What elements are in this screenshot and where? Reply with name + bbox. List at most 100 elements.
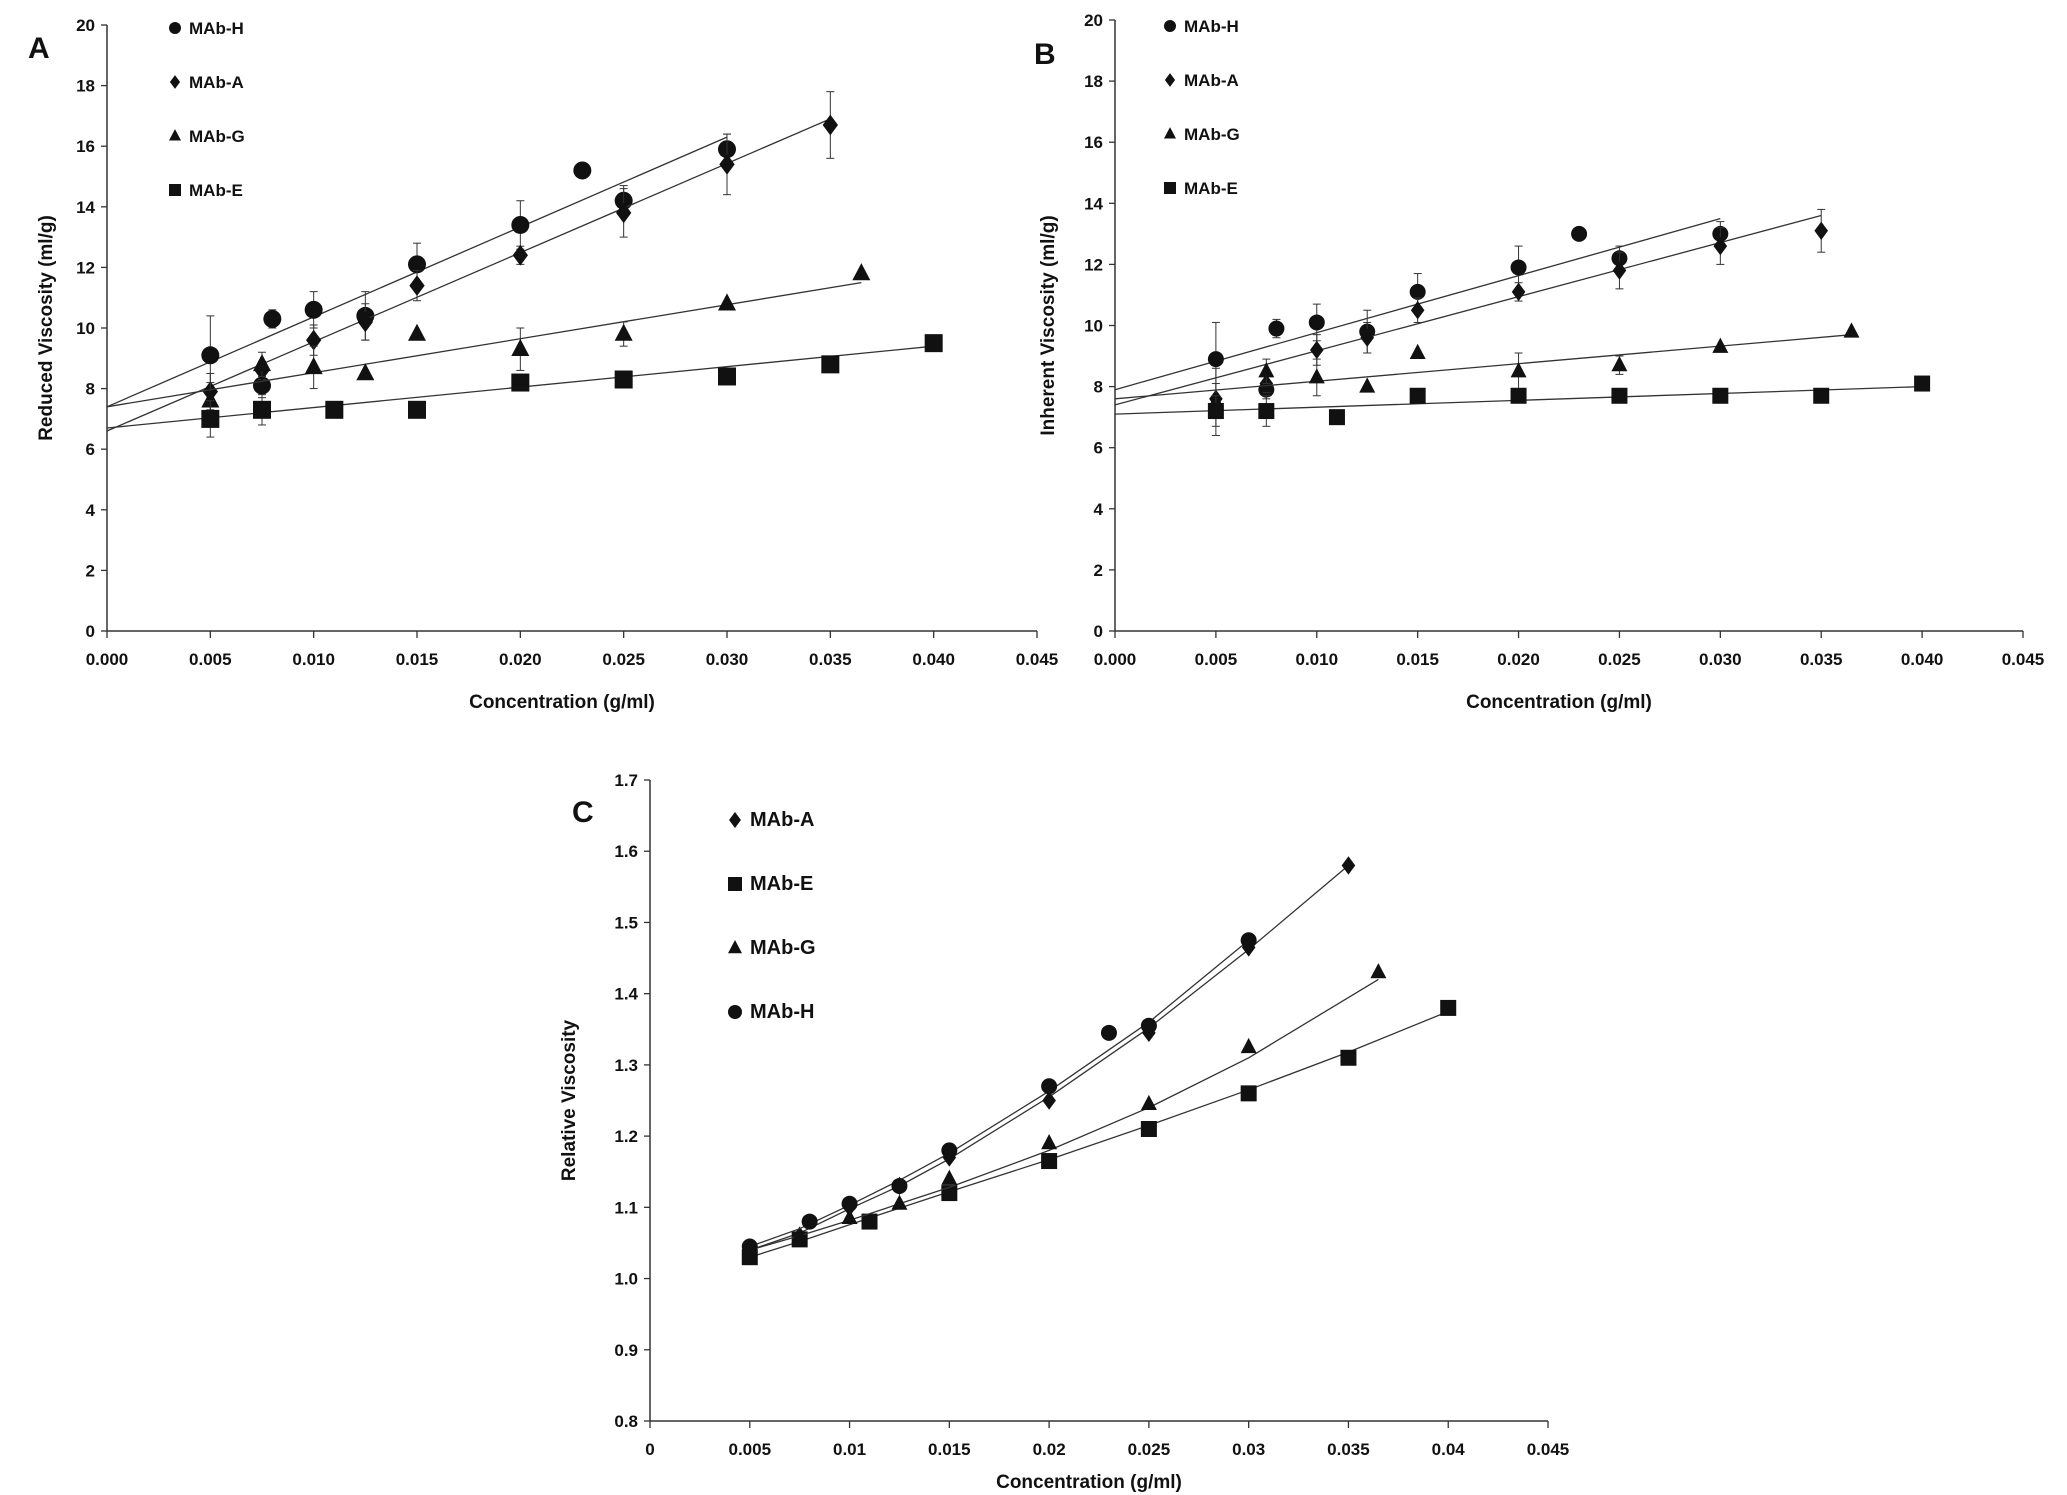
legend-marker-mab-g xyxy=(728,939,742,954)
y-axis-label: Reduced Viscosity (ml/g) xyxy=(36,215,57,441)
legend-marker-mab-e xyxy=(728,877,742,891)
data-point-mab-e xyxy=(718,367,736,386)
fit-line-mab-a xyxy=(106,118,831,432)
data-point-mab-e xyxy=(1140,1120,1157,1137)
legend-label: MAb-A xyxy=(189,73,244,92)
y-tick-label: 16 xyxy=(76,137,95,156)
data-point-mab-h xyxy=(573,161,592,180)
x-tick-label: 0.01 xyxy=(833,1440,866,1459)
series-mab-g xyxy=(741,963,1387,1257)
y-tick-label: 1.5 xyxy=(614,913,638,932)
chart-panel-c: C 0.8 0.9 1.0 1.1 1.2 1.3 1.4 1.5 1.6 1.7 0 0.005 0.0… xyxy=(559,771,1569,1493)
legend-label: MAb-G xyxy=(750,937,816,959)
data-point-mab-g xyxy=(891,1194,908,1210)
x-tick-label: 0.025 xyxy=(602,650,645,669)
y-tick-label: 1.1 xyxy=(614,1198,638,1217)
legend-marker-mab-h xyxy=(1164,20,1176,32)
data-point-mab-e xyxy=(924,334,943,353)
data-point-mab-h xyxy=(1207,351,1224,368)
legend-marker-mab-e xyxy=(169,184,181,196)
data-point-mab-h xyxy=(891,1177,908,1194)
y-tick-label: 6 xyxy=(86,440,95,459)
data-point-mab-h xyxy=(1268,320,1285,337)
data-point-mab-a xyxy=(1360,328,1375,347)
fit-line-mab-a xyxy=(749,865,1349,1251)
x-tick-label: 0.000 xyxy=(1094,650,1137,669)
data-point-mab-a xyxy=(512,244,528,266)
data-point-mab-g xyxy=(1712,337,1729,353)
legend: MAb-A MAb-E MAb-G MAb-H xyxy=(728,809,816,1023)
data-point-mab-g xyxy=(852,263,871,281)
y-tick-label: 8 xyxy=(86,380,95,399)
data-point-mab-e xyxy=(1240,1085,1257,1102)
y-tick-label: 16 xyxy=(1084,133,1103,152)
data-point-mab-h xyxy=(1571,225,1588,242)
y-tick-label: 8 xyxy=(1094,378,1103,397)
data-point-mab-g xyxy=(1359,377,1376,393)
data-point-mab-g xyxy=(1510,362,1527,378)
data-point-mab-e xyxy=(1440,999,1457,1016)
x-tick-label: 0.02 xyxy=(1033,1440,1066,1459)
x-tick-label: 0.04 xyxy=(1432,1440,1466,1459)
data-point-mab-a xyxy=(306,329,322,351)
panel-letter: B xyxy=(1034,38,1056,71)
y-tick-label: 1.4 xyxy=(614,985,638,1004)
data-point-mab-h xyxy=(1240,932,1257,949)
data-point-mab-g xyxy=(1140,1094,1157,1111)
panel-letter: C xyxy=(572,796,594,829)
data-point-mab-h xyxy=(1100,1024,1117,1041)
data-point-mab-g xyxy=(1611,356,1628,372)
legend: MAb-H MAb-A MAb-G MAb-E xyxy=(1164,17,1240,198)
data-point-mab-g xyxy=(1308,368,1325,384)
x-tick-label: 0.03 xyxy=(1232,1440,1265,1459)
data-point-mab-e xyxy=(201,409,220,428)
data-point-mab-h xyxy=(741,1238,758,1255)
x-tick-label: 0.035 xyxy=(1800,650,1843,669)
data-point-mab-g xyxy=(1409,343,1426,359)
y-tick-label: 10 xyxy=(1084,317,1103,336)
data-point-mab-h xyxy=(1041,1078,1058,1095)
data-point-mab-g xyxy=(941,1169,958,1185)
data-point-mab-a xyxy=(1341,856,1356,875)
x-tick-label: 0.035 xyxy=(1327,1440,1370,1459)
chart-panel-b: B 0 2 4 6 8 10 12 14 16 18 20 0.000 0.005 0.010 0.015 0.… xyxy=(1034,11,2044,713)
y-tick-label: 0.8 xyxy=(614,1412,638,1431)
data-point-mab-g xyxy=(614,323,633,341)
y-axis-label: Inherent Viscosity (ml/g) xyxy=(1038,215,1059,435)
data-point-mab-e xyxy=(861,1213,878,1230)
data-point-mab-a xyxy=(1042,1091,1056,1110)
data-point-mab-h xyxy=(201,346,220,365)
y-tick-label: 12 xyxy=(1084,255,1103,274)
x-tick-label: 0.040 xyxy=(1901,650,1944,669)
fit-line-mab-g xyxy=(106,281,862,408)
y-tick-label: 4 xyxy=(1094,500,1104,519)
data-point-mab-a xyxy=(409,275,425,296)
series-mab-e xyxy=(741,999,1457,1266)
x-tick-label: 0.045 xyxy=(1016,650,1059,669)
x-tick-label: 0.005 xyxy=(729,1440,772,1459)
legend-label: MAb-A xyxy=(750,809,814,831)
y-tick-label: 20 xyxy=(1084,11,1103,30)
data-point-mab-g xyxy=(791,1226,808,1242)
data-point-mab-e xyxy=(408,400,426,419)
legend-marker-mab-h xyxy=(169,22,181,34)
x-tick-label: 0.025 xyxy=(1128,1440,1171,1459)
x-tick-label: 0.005 xyxy=(189,650,232,669)
data-point-mab-g xyxy=(201,390,220,408)
legend-label: MAb-H xyxy=(750,1001,814,1023)
data-point-mab-h xyxy=(1140,1017,1157,1034)
y-tick-label: 1.3 xyxy=(614,1056,638,1075)
data-point-mab-e xyxy=(1611,387,1628,404)
data-point-mab-h xyxy=(304,300,323,319)
y-tick-label: 18 xyxy=(1084,72,1103,91)
legend-label: MAb-H xyxy=(1184,17,1239,36)
series-mab-a xyxy=(742,856,1356,1260)
x-tick-label: 0.030 xyxy=(706,650,749,669)
data-point-mab-h xyxy=(801,1213,818,1230)
data-point-mab-g xyxy=(1258,362,1275,378)
data-point-mab-a xyxy=(357,311,373,333)
data-point-mab-h xyxy=(1409,283,1426,300)
data-point-mab-h xyxy=(511,215,530,234)
data-point-mab-a xyxy=(1612,261,1627,280)
